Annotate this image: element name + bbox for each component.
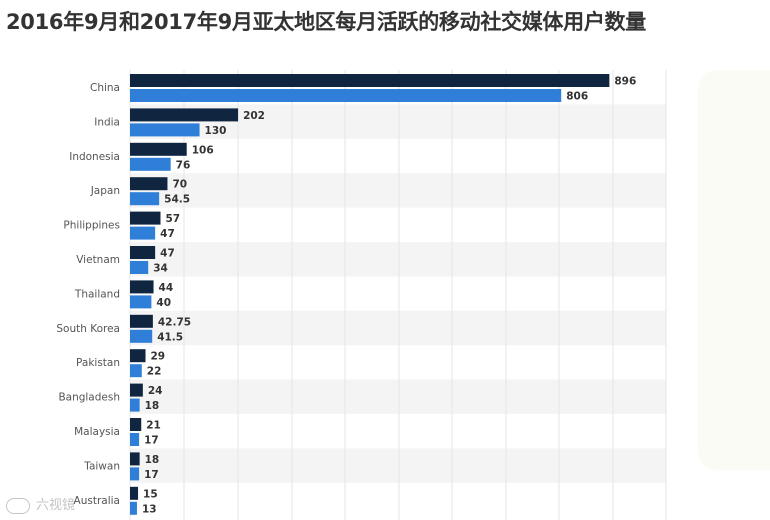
bar-2016	[130, 177, 168, 191]
data-label: 44	[159, 282, 174, 294]
data-label: 806	[566, 91, 588, 103]
bar-2016	[130, 108, 239, 122]
data-label: 70	[172, 179, 187, 191]
bar-2016	[130, 452, 140, 466]
row-band	[130, 379, 666, 414]
data-label: 21	[146, 420, 161, 432]
bar-2017	[130, 364, 142, 378]
bar-2016	[130, 246, 156, 259]
data-label: 29	[151, 351, 166, 363]
data-label: 202	[243, 110, 265, 122]
bar-2017	[130, 123, 200, 137]
category-label: Philippines	[63, 220, 120, 232]
bar-2016	[130, 211, 161, 225]
chart-title: 2016年9月和2017年9月亚太地区每月活跃的移动社交媒体用户数量	[6, 10, 646, 34]
side-panel	[698, 70, 770, 470]
category-label: Taiwan	[83, 460, 120, 472]
bar-2017	[130, 192, 160, 206]
bar-2017	[130, 261, 149, 274]
data-label: 15	[143, 488, 158, 500]
data-label: 57	[165, 213, 180, 225]
data-label: 47	[160, 228, 175, 240]
bar-2017	[130, 226, 156, 240]
camera-logo-icon	[6, 497, 30, 514]
data-label: 896	[614, 76, 636, 88]
bar-2016	[130, 418, 142, 431]
data-label: 17	[144, 469, 159, 481]
bar-2017	[130, 433, 140, 446]
bar-2016	[130, 74, 610, 87]
data-label: 17	[144, 435, 159, 447]
data-label: 47	[160, 248, 175, 260]
category-label: Vietnam	[76, 254, 120, 266]
category-label: South Korea	[56, 323, 120, 335]
data-label: 24	[148, 385, 163, 397]
bar-2016	[130, 280, 154, 294]
category-label: Japan	[90, 185, 120, 197]
category-label: Indonesia	[69, 151, 120, 163]
bar-2017	[130, 329, 153, 343]
data-label: 54.5	[164, 194, 190, 206]
category-label: Australia	[74, 495, 120, 507]
bar-2017	[130, 89, 562, 102]
category-label: Pakistan	[76, 357, 120, 369]
bar-2017	[130, 501, 137, 515]
category-label: India	[94, 116, 120, 128]
category-label: Bangladesh	[58, 392, 120, 404]
row-band	[130, 242, 666, 277]
bar-2016	[130, 486, 139, 500]
data-label: 18	[145, 400, 160, 412]
bar-2017	[130, 467, 140, 481]
data-label: 13	[142, 503, 157, 515]
data-label: 40	[156, 297, 171, 309]
bar-2016	[130, 349, 146, 363]
watermark: 六视镜	[6, 494, 75, 514]
row-band	[130, 448, 666, 483]
data-label: 41.5	[157, 331, 183, 343]
data-label: 18	[145, 454, 160, 466]
data-label: 106	[192, 144, 214, 156]
watermark-text: 六视镜	[36, 498, 76, 513]
data-label: 130	[205, 125, 227, 137]
data-label: 34	[153, 263, 168, 275]
bar-2016	[130, 383, 143, 397]
row-band	[130, 173, 666, 208]
category-label: Thailand	[74, 288, 120, 300]
bar-2017	[130, 398, 140, 412]
bar-2017	[130, 295, 152, 309]
bar-2016	[130, 142, 187, 156]
category-label: Malaysia	[74, 426, 120, 438]
data-label: 42.75	[158, 316, 191, 328]
category-label: China	[90, 82, 120, 94]
row-band	[130, 310, 666, 346]
data-label: 22	[147, 366, 162, 378]
bar-2016	[130, 314, 153, 328]
data-label: 76	[176, 159, 191, 171]
bar-2017	[130, 157, 171, 171]
